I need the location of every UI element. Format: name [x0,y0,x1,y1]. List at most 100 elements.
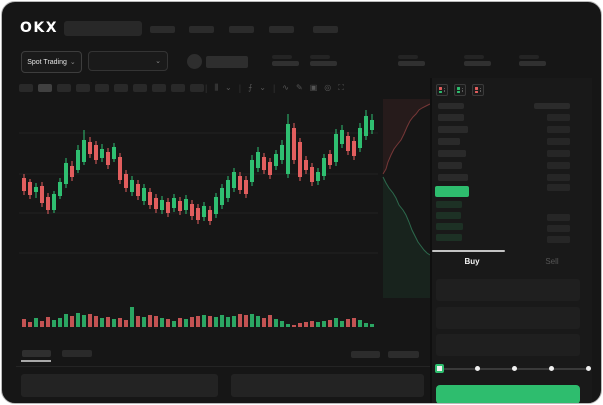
timeframe-button[interactable] [57,84,71,92]
chevron-down-icon: ⌄ [69,58,76,66]
divider [16,366,430,367]
active-tab-underline [21,360,51,362]
orderbook-row-ask-amount[interactable] [547,174,570,181]
slider-tick-75[interactable] [548,366,554,371]
orderbook-row-bid-amount[interactable] [547,225,570,232]
orderbook-trade-panel: Buy Sell [432,78,592,403]
book-view-bids-icon[interactable] [454,84,466,96]
coin-icon [187,54,202,69]
orders-tab-placeholder[interactable] [22,350,51,357]
timeframe-button[interactable] [95,84,109,92]
tab-sell[interactable]: Sell [545,256,559,266]
orderbook-row-ask-price[interactable] [438,150,466,157]
okx-logo: OKX [20,20,59,36]
divider [430,78,432,403]
nav-item-placeholder[interactable] [229,26,254,33]
color-bars [439,87,442,93]
row-lines [462,87,463,93]
stat-label-placeholder [310,55,330,59]
divider: | [205,82,208,93]
orderbook-row-ask-amount[interactable] [547,114,570,121]
stat-label-placeholder [272,55,292,59]
timeframe-button[interactable] [133,84,147,92]
nav-item-placeholder[interactable] [189,26,214,33]
timeframe-button[interactable] [19,84,33,92]
orderbook-row-bid-amount[interactable] [547,236,570,243]
nav-item-placeholder[interactable] [269,26,294,33]
screenshot-icon[interactable]: ▣ [309,83,318,92]
timeframe-button[interactable] [171,84,185,92]
last-price-amount [547,184,570,191]
order-input-placeholder[interactable] [436,279,580,301]
slider-tick-50[interactable] [511,366,517,371]
chevron-down-icon[interactable]: ⌄ [259,83,266,92]
last-price-highlight[interactable] [435,186,469,197]
slider-tick-25[interactable] [474,366,480,371]
timeframe-button[interactable] [38,84,52,92]
divider: | [238,82,242,93]
stat-label-placeholder [398,55,418,59]
price-column-header [438,103,464,109]
stat-label-placeholder [519,55,539,59]
orderbook-row-ask-amount[interactable] [547,150,570,157]
trading-mode-selector[interactable]: Spot Trading ⌄ [21,51,82,73]
amount-slider-handle[interactable] [435,364,444,373]
slider-tick-100[interactable] [585,366,591,371]
orderbook-row-ask-amount[interactable] [547,162,570,169]
buy-sell-tabs: Buy Sell [432,249,592,273]
orderbook-row-bid-price[interactable] [436,201,462,208]
stat-value-placeholder [464,61,491,66]
nav-item-placeholder[interactable] [150,26,175,33]
last-price-placeholder [206,56,248,68]
book-view-combined-icon[interactable] [436,84,448,96]
orders-action-button[interactable] [351,351,380,358]
submit-order-button[interactable] [436,385,580,403]
draw-tool-icon[interactable]: ✎ [296,83,303,92]
orderbook-row-ask-price[interactable] [438,126,468,133]
order-input-placeholder[interactable] [436,334,580,356]
orderbook-row-bid-price[interactable] [436,223,463,230]
active-tab-indicator [432,250,505,252]
orderbook-row-ask-price[interactable] [438,174,468,181]
orderbook-row-bid-amount[interactable] [547,214,570,221]
orders-panel-placeholder [231,374,424,397]
color-bars [457,87,460,93]
orderbook-row-bid-price[interactable] [436,212,461,219]
orderbook-row-ask-amount[interactable] [547,126,570,133]
timeframe-button[interactable] [114,84,128,92]
indicators-icon[interactable]: ⨍ [248,83,253,92]
chart-type-icon[interactable]: ⫼ [214,82,219,92]
nav-item-placeholder[interactable] [313,26,338,33]
orders-tab-placeholder[interactable] [62,350,92,357]
order-input-placeholder[interactable] [436,307,580,329]
row-lines [480,87,481,93]
pair-selector[interactable]: ⌄ [88,51,168,71]
tab-buy[interactable]: Buy [464,256,480,266]
timeframe-button[interactable] [76,84,90,92]
orderbook-row-ask-amount[interactable] [547,138,570,145]
settings-icon[interactable]: ◎ [324,83,332,92]
orderbook-row-ask-price[interactable] [438,138,460,145]
stat-value-placeholder [272,61,299,66]
orderbook-row-bid-price[interactable] [436,234,462,241]
orders-action-button[interactable] [388,351,419,358]
chevron-down-icon: ⌄ [155,57,161,65]
chart-tool-icons: | ⫼ ⌄ | ⨍ ⌄ | ∿ ✎ ▣ ◎ ⛶ [205,81,344,94]
search-input[interactable] [64,21,142,36]
orderbook-row-ask-price[interactable] [438,162,462,169]
chevron-down-icon[interactable]: ⌄ [225,83,232,92]
book-view-asks-icon[interactable] [472,84,484,96]
line-tool-icon[interactable]: ∿ [282,83,289,92]
orderbook-row-ask-price[interactable] [438,114,464,121]
orders-panel-placeholder [21,374,218,397]
color-bars [475,87,478,93]
stat-label-placeholder [464,55,484,59]
row-lines [444,87,445,93]
timeframe-button[interactable] [190,84,204,92]
fullscreen-icon[interactable]: ⛶ [338,82,344,92]
stat-value-placeholder [519,61,546,66]
timeframe-button[interactable] [152,84,166,92]
trading-mode-label: Spot Trading [27,58,67,66]
stat-value-placeholder [310,61,337,66]
